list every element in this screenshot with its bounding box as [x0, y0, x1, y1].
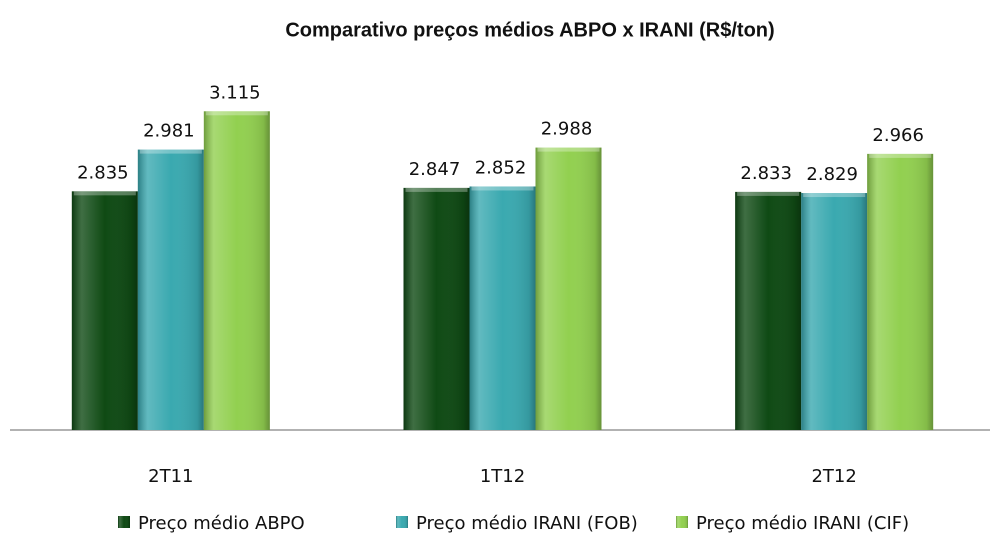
legend-label: Preço médio IRANI (CIF) — [696, 513, 909, 534]
data-label: 2.981 — [143, 121, 195, 142]
data-label: 2.847 — [409, 159, 461, 180]
data-label: 2.966 — [872, 125, 924, 146]
legend-label: Preço médio IRANI (FOB) — [416, 513, 638, 534]
bar-cap — [139, 149, 202, 154]
bar-shine — [535, 147, 602, 430]
bar-shine — [735, 191, 802, 430]
x-tick-label: 2T11 — [148, 466, 193, 487]
data-label: 2.835 — [77, 162, 129, 183]
bar-cap — [73, 191, 136, 196]
x-tick-label: 2T12 — [811, 466, 856, 487]
bar-shine — [71, 191, 138, 430]
bar-cap — [803, 193, 866, 198]
data-label: 2.833 — [740, 163, 792, 184]
bar-shine — [801, 193, 868, 430]
data-label: 2.988 — [541, 119, 593, 140]
bar-shine — [469, 186, 536, 430]
bar-shine — [203, 111, 270, 430]
data-label: 2.852 — [475, 157, 527, 178]
data-label: 3.115 — [209, 82, 261, 103]
legend-swatch-shine — [396, 516, 408, 528]
chart-title: Comparativo preços médios ABPO x IRANI (… — [285, 19, 774, 41]
legend-label: Preço médio ABPO — [138, 513, 305, 534]
bar-cap — [205, 111, 268, 116]
bar-cap — [405, 187, 468, 192]
bar-shine — [403, 187, 470, 430]
bar-cap — [471, 186, 534, 191]
bar-cap — [537, 147, 600, 152]
data-label: 2.829 — [806, 164, 858, 185]
bar-shine — [137, 149, 204, 430]
bar-cap — [869, 153, 932, 158]
x-tick-label: 1T12 — [480, 466, 525, 487]
bar-shine — [867, 153, 934, 430]
legend-swatch-shine — [676, 516, 688, 528]
bar-cap — [737, 191, 800, 196]
legend-swatch-shine — [118, 516, 130, 528]
